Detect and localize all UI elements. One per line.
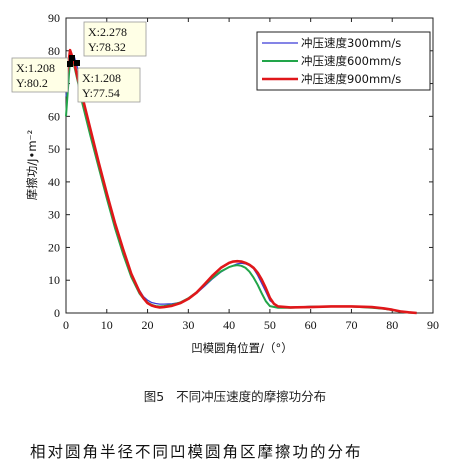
x-tick-label: 20 bbox=[142, 318, 154, 332]
y-tick-label: 40 bbox=[48, 175, 60, 189]
body-text: 相对圆角半径不同凹模圆角区摩擦功的分布 bbox=[30, 443, 363, 461]
y-tick-label: 10 bbox=[48, 273, 60, 287]
x-tick-label: 80 bbox=[386, 318, 398, 332]
datatip-box bbox=[11, 57, 69, 93]
chart: 01020304050607080900102030405060708090 X… bbox=[11, 11, 439, 355]
x-tick-label: 10 bbox=[101, 318, 113, 332]
y-axis-label: 摩擦功/J•m⁻² bbox=[25, 130, 39, 200]
figure-caption: 图5 不同冲压速度的摩擦功分布 bbox=[0, 386, 470, 405]
legend-label-300: 冲压速度300mm/s bbox=[301, 36, 401, 50]
legend-label-900: 冲压速度900mm/s bbox=[301, 72, 401, 86]
axis-ticks: 01020304050607080900102030405060708090 bbox=[48, 11, 439, 332]
datatip-x: X:1.208 bbox=[16, 61, 55, 75]
datatip-x: X:1.208 bbox=[82, 71, 121, 85]
x-tick-label: 40 bbox=[223, 318, 235, 332]
datatip-marker bbox=[67, 61, 73, 67]
figure-caption-label: 图5 bbox=[143, 389, 165, 404]
x-tick-label: 70 bbox=[345, 318, 357, 332]
series-line-900 bbox=[64, 48, 417, 315]
plot-frame bbox=[65, 17, 434, 314]
y-tick-label: 90 bbox=[48, 11, 60, 25]
y-tick-label: 80 bbox=[48, 44, 60, 58]
datatip-box bbox=[77, 67, 141, 103]
datatip-marker bbox=[69, 55, 75, 61]
y-tick-label: 60 bbox=[48, 109, 60, 123]
datatip-y: Y:78.32 bbox=[88, 40, 126, 54]
legend-label-600: 冲压速度600mm/s bbox=[301, 54, 401, 68]
datatip-marker bbox=[74, 60, 80, 66]
y-tick-label: 30 bbox=[48, 208, 60, 222]
y-tick-label: 50 bbox=[48, 142, 60, 156]
y-tick-label: 0 bbox=[54, 306, 60, 320]
figure-caption-text: 不同冲压速度的摩擦功分布 bbox=[176, 389, 327, 404]
x-tick-label: 50 bbox=[264, 318, 276, 332]
datatip-x: X:2.278 bbox=[88, 25, 127, 39]
x-axis-label: 凹模圆角位置/（°） bbox=[191, 341, 293, 355]
datatip-y: Y:80.2 bbox=[16, 76, 48, 90]
x-tick-label: 0 bbox=[63, 318, 69, 332]
series-layer bbox=[64, 48, 417, 315]
legend: 冲压速度300mm/s 冲压速度600mm/s 冲压速度900mm/s bbox=[256, 31, 431, 91]
x-tick-label: 30 bbox=[182, 318, 194, 332]
datatip-y: Y:77.54 bbox=[82, 86, 120, 100]
x-tick-label: 90 bbox=[427, 318, 439, 332]
x-tick-label: 60 bbox=[305, 318, 317, 332]
y-tick-label: 20 bbox=[48, 240, 60, 254]
datatip-box bbox=[83, 21, 147, 57]
